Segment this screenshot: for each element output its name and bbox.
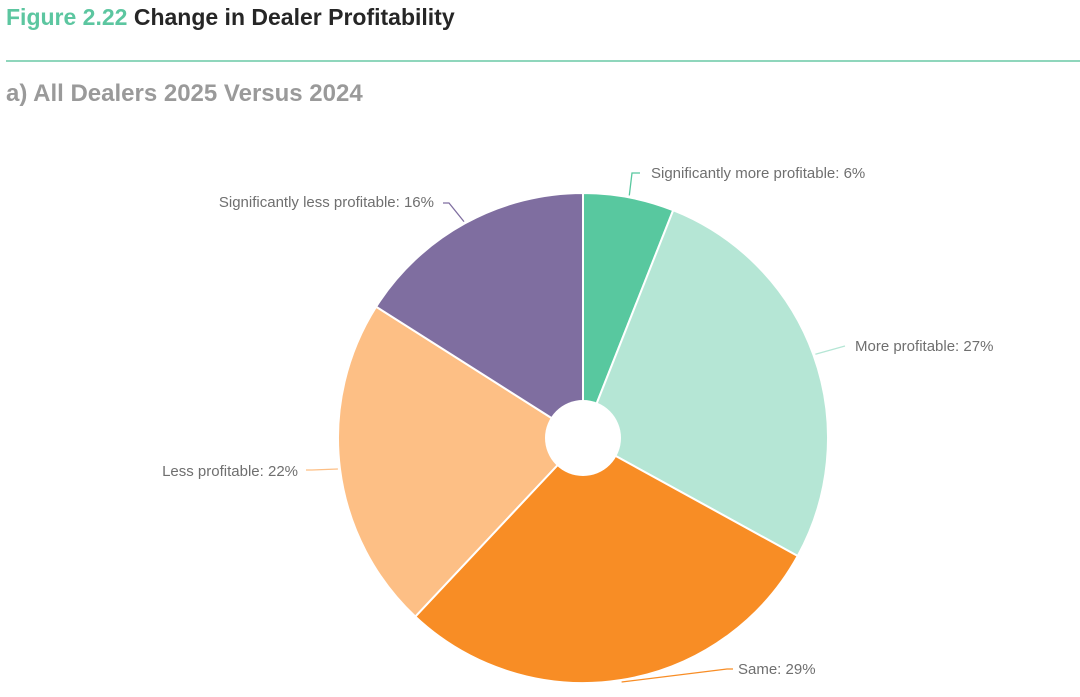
leader-line-significantly-less-profitable <box>443 202 465 223</box>
header-divider <box>6 60 1080 62</box>
pie-slice-more-profitable <box>581 208 829 558</box>
slice-label-significantly-less-profitable: Significantly less profitable: 16% <box>219 194 434 211</box>
chart-subtitle: a) All Dealers 2025 Versus 2024 <box>6 80 363 107</box>
slice-label-more-profitable: More profitable: 27% <box>855 338 993 355</box>
pie-slice-less-profitable <box>337 305 585 619</box>
leader-line-significantly-more-profitable <box>628 172 640 196</box>
figure-title: Figure 2.22 Change in Dealer Profitabili… <box>6 4 455 31</box>
pie-slice-same <box>413 436 800 684</box>
figure-number: Figure 2.22 <box>6 4 128 30</box>
slice-label-same: Same: 29% <box>738 661 816 678</box>
slice-label-less-profitable: Less profitable: 22% <box>162 463 298 480</box>
donut-hole <box>545 400 621 476</box>
leader-line-same <box>621 668 733 683</box>
leader-line-more-profitable <box>815 345 846 355</box>
pie-slice-significantly-less-profitable <box>374 191 584 440</box>
figure-title-text: Change in Dealer Profitability <box>133 4 455 30</box>
leader-line-less-profitable <box>306 468 338 471</box>
slice-label-significantly-more-profitable: Significantly more profitable: 6% <box>651 165 865 182</box>
